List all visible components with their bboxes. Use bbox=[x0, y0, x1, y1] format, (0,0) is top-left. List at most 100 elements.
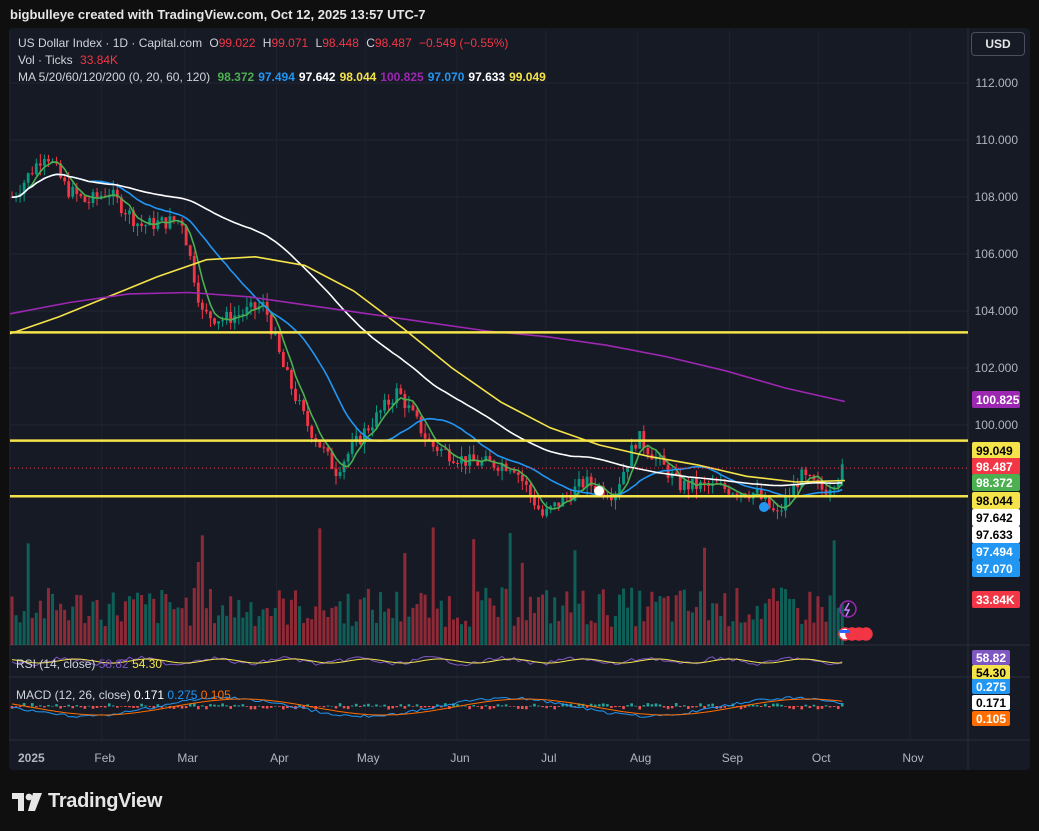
price-badge bbox=[972, 543, 1020, 560]
volume-bar bbox=[302, 622, 306, 645]
macd-histogram-bar bbox=[354, 703, 358, 707]
candle-body bbox=[43, 158, 46, 166]
macd-histogram-bar bbox=[772, 703, 775, 707]
volume-bar bbox=[443, 626, 447, 645]
candle-body bbox=[622, 471, 625, 485]
volume-bar bbox=[91, 601, 95, 645]
volume-bar bbox=[638, 590, 642, 645]
candle-body bbox=[326, 447, 330, 452]
macd-histogram-bar bbox=[431, 706, 435, 708]
candle-body bbox=[545, 508, 548, 516]
candle-body bbox=[452, 461, 455, 463]
volume-bar bbox=[419, 592, 423, 645]
symbol-name[interactable]: US Dollar Index · 1D · Capital.com bbox=[18, 36, 203, 50]
candle-body bbox=[476, 461, 480, 466]
macd-histogram-bar bbox=[504, 704, 508, 707]
macd-histogram-bar bbox=[480, 706, 484, 710]
macd-histogram-bar bbox=[759, 706, 763, 707]
volume-bar bbox=[549, 623, 553, 645]
volume-bar bbox=[767, 598, 771, 645]
candle-body bbox=[423, 433, 427, 439]
volume-bar bbox=[699, 591, 702, 645]
volume-bar bbox=[723, 593, 727, 645]
volume-bar bbox=[298, 606, 302, 645]
candle-body bbox=[318, 441, 322, 448]
macd-histogram-bar bbox=[703, 706, 706, 709]
macd-histogram-bar bbox=[569, 703, 573, 707]
volume-bar bbox=[225, 615, 229, 645]
rsi-label[interactable]: RSI (14, close) bbox=[16, 657, 96, 671]
macd-signal-line bbox=[11, 698, 843, 716]
indicator-badge-label: 54.30 bbox=[976, 666, 1006, 680]
volume-bar bbox=[204, 608, 208, 645]
candle-body bbox=[703, 482, 706, 484]
candle-body bbox=[682, 480, 686, 491]
macd-histogram-bar bbox=[176, 706, 180, 708]
volume-bar bbox=[634, 626, 638, 645]
candle-body bbox=[225, 311, 229, 321]
candle-body bbox=[411, 405, 415, 411]
candle-body bbox=[334, 468, 338, 476]
volume-bar bbox=[796, 608, 800, 645]
volume-bar bbox=[840, 603, 844, 645]
ma-label[interactable]: MA 5/20/60/120/200 (0, 20, 60, 120) bbox=[18, 70, 211, 84]
volume-bar bbox=[306, 618, 310, 645]
currency-button[interactable]: USD bbox=[971, 32, 1025, 56]
volume-bar bbox=[755, 605, 759, 645]
macd-histogram-bar bbox=[812, 704, 816, 707]
price-badge-label: 97.494 bbox=[976, 545, 1013, 559]
dividend-marker-icon bbox=[759, 502, 769, 512]
macd-label[interactable]: MACD (12, 26, close) bbox=[16, 688, 131, 702]
macd-histogram-bar bbox=[521, 706, 524, 710]
candle-body bbox=[796, 484, 800, 488]
volume-bar bbox=[95, 599, 99, 645]
macd-histogram-bar bbox=[573, 706, 577, 707]
macd-histogram-bar bbox=[666, 706, 670, 710]
volume-bar bbox=[59, 603, 63, 645]
top-bar: bigbulleye created with TradingView.com,… bbox=[0, 0, 1039, 28]
macd-histogram-bar bbox=[367, 703, 370, 707]
macd-histogram-bar bbox=[22, 703, 26, 707]
macd-histogram-bar bbox=[261, 706, 265, 709]
macd-histogram-bar bbox=[723, 706, 727, 708]
candle-body bbox=[367, 428, 370, 431]
candle-body bbox=[439, 448, 443, 451]
candle-body bbox=[205, 309, 208, 312]
volume-bar bbox=[715, 603, 719, 645]
macd-histogram-bar bbox=[816, 706, 820, 710]
volume-bar bbox=[168, 602, 172, 645]
volume-bar bbox=[605, 615, 609, 645]
price-badge bbox=[972, 391, 1020, 408]
macd-histogram-bar bbox=[39, 705, 42, 707]
macd-histogram-bar bbox=[43, 706, 46, 708]
volume-bar bbox=[816, 596, 820, 645]
candle-body bbox=[407, 405, 411, 409]
volume-bar bbox=[484, 587, 488, 645]
macd-histogram-bar bbox=[695, 706, 698, 708]
candle-body bbox=[496, 467, 500, 471]
volume-bar bbox=[407, 616, 411, 645]
tradingview-brand[interactable]: TradingView bbox=[12, 790, 162, 813]
macd-histogram-bar bbox=[221, 703, 224, 707]
macd-histogram-bar bbox=[253, 706, 257, 710]
macd-histogram-bar bbox=[306, 704, 309, 707]
ma-value: 97.633 bbox=[468, 70, 506, 84]
macd-histogram-bar bbox=[525, 706, 528, 710]
price-badge bbox=[972, 458, 1020, 475]
macd-histogram-bar bbox=[346, 706, 350, 710]
candle-body bbox=[217, 321, 220, 324]
volume-bar bbox=[334, 606, 338, 645]
volume-bar bbox=[577, 603, 581, 645]
price-badge bbox=[972, 492, 1020, 509]
volume-label[interactable]: Vol · Ticks bbox=[18, 53, 73, 67]
volume-bar bbox=[492, 605, 496, 645]
volume-bar bbox=[196, 562, 200, 645]
price-badge-label: 97.070 bbox=[976, 562, 1013, 576]
macd-histogram-bar bbox=[488, 706, 492, 710]
chart-frame[interactable] bbox=[9, 28, 1030, 770]
candle-body bbox=[156, 220, 160, 230]
ma-value: 97.494 bbox=[258, 70, 295, 84]
macd-histogram-bar bbox=[776, 703, 779, 707]
volume-bar bbox=[273, 607, 277, 645]
